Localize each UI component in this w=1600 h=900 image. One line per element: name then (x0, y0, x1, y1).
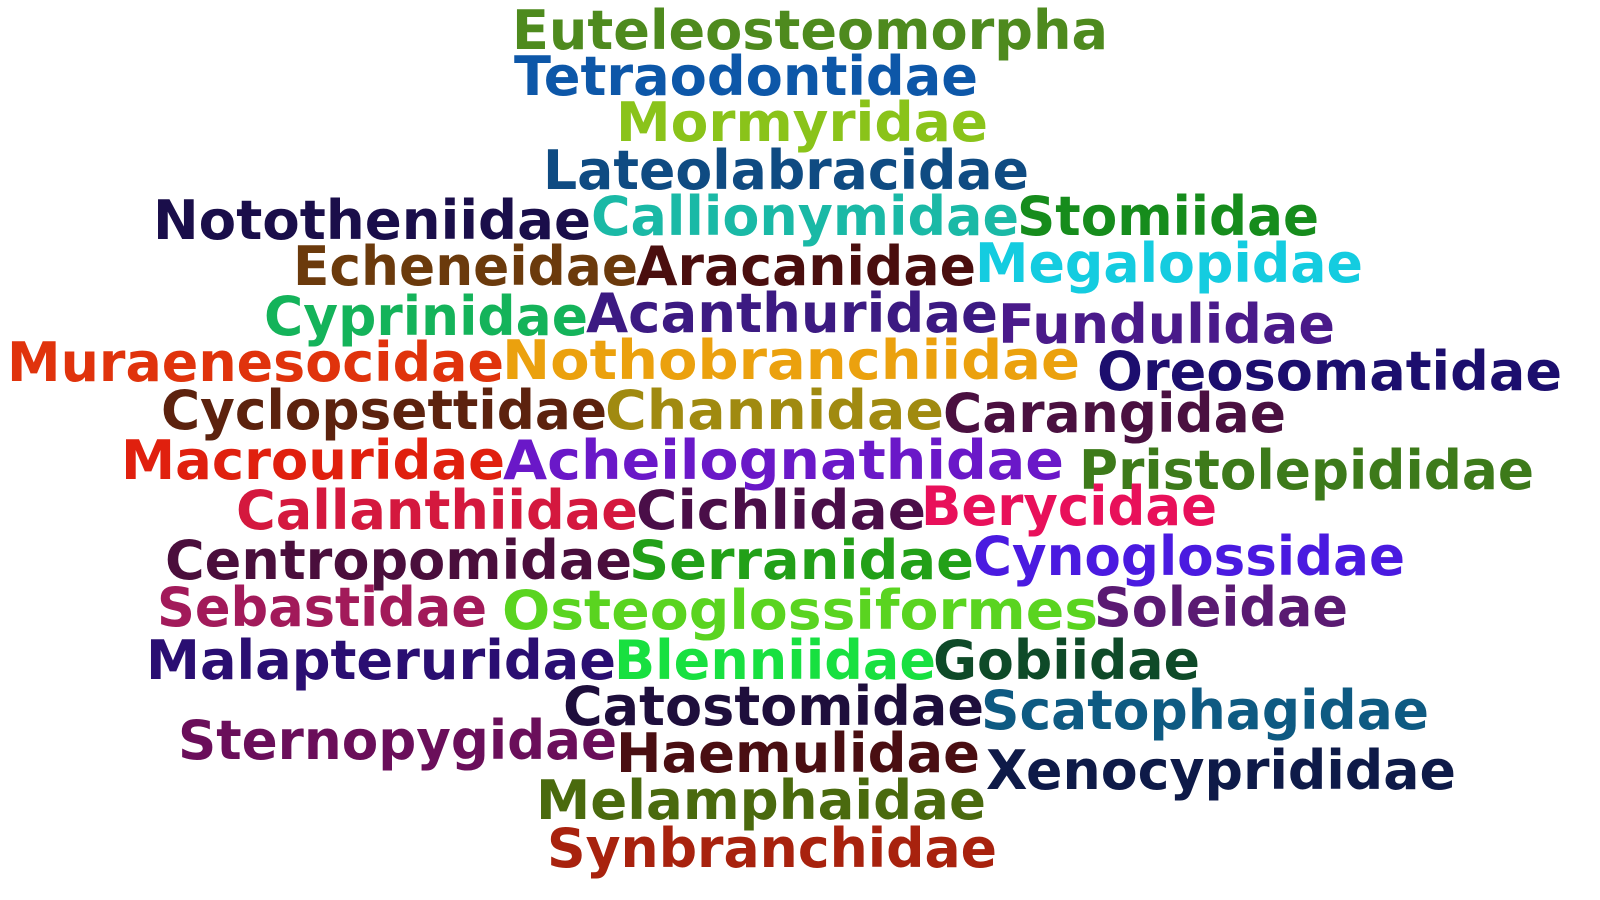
word-soleidae: Soleidae (1094, 576, 1348, 639)
word-catostomidae: Catostomidae (563, 675, 984, 738)
word-acheilognathidae: Acheilognathidae (503, 429, 1064, 492)
word-acanthuridae: Acanthuridae (586, 282, 998, 345)
word-centropomidae: Centropomidae (165, 529, 632, 592)
word-stomiidae: Stomiidae (1017, 185, 1319, 248)
word-pristolepididae: Pristolepididae (1079, 439, 1534, 502)
word-nothobranchiidae: Nothobranchiidae (502, 329, 1080, 392)
word-scatophagidae: Scatophagidae (981, 679, 1429, 742)
word-cyprinidae: Cyprinidae (264, 285, 588, 348)
word-melamphaidae: Melamphaidae (536, 769, 986, 832)
word-macrouridae: Macrouridae (121, 429, 506, 492)
word-muraenesocidae: Muraenesocidae (7, 331, 504, 394)
word-euteleosteomorpha: Euteleosteomorpha (512, 0, 1108, 62)
word-blenniidae: Blenniidae (614, 629, 936, 692)
word-fundulidae: Fundulidae (998, 293, 1335, 356)
word-carangidae: Carangidae (943, 382, 1286, 445)
word-sternopygidae: Sternopygidae (178, 709, 617, 772)
word-serranidae: Serranidae (629, 529, 974, 592)
word-synbranchidae: Synbranchidae (547, 817, 997, 880)
word-cichlidae: Cichlidae (636, 479, 926, 542)
word-tetraodontidae: Tetraodontidae (514, 45, 978, 108)
word-mormyridae: Mormyridae (616, 91, 988, 154)
word-nototheniidae: Nototheniidae (153, 189, 591, 252)
word-echeneidae: Echeneidae (293, 235, 638, 298)
word-haemulidae: Haemulidae (616, 722, 980, 785)
word-osteoglossiformes: Osteoglossiformes (502, 579, 1098, 642)
word-malapteruridae: Malapteruridae (146, 629, 616, 692)
word-aracanidae: Aracanidae (636, 235, 976, 298)
word-megalopidae: Megalopidae (975, 232, 1363, 295)
word-cynoglossidae: Cynoglossidae (973, 525, 1405, 588)
word-gobiidae: Gobiidae (933, 629, 1200, 692)
word-xenocyprididae: Xenocyprididae (986, 739, 1456, 802)
word-oreosomatidae: Oreosomatidae (1097, 340, 1562, 403)
word-channidae: Channidae (605, 379, 944, 442)
word-callionymidae: Callionymidae (591, 185, 1019, 248)
word-sebastidae: Sebastidae (157, 576, 487, 639)
word-berycidae: Berycidae (921, 475, 1217, 538)
word-callanthiidae: Callanthiidae (236, 479, 638, 542)
word-lateolabracidae: Lateolabracidae (543, 139, 1029, 202)
word-cyclopsettidae: Cyclopsettidae (161, 379, 607, 442)
